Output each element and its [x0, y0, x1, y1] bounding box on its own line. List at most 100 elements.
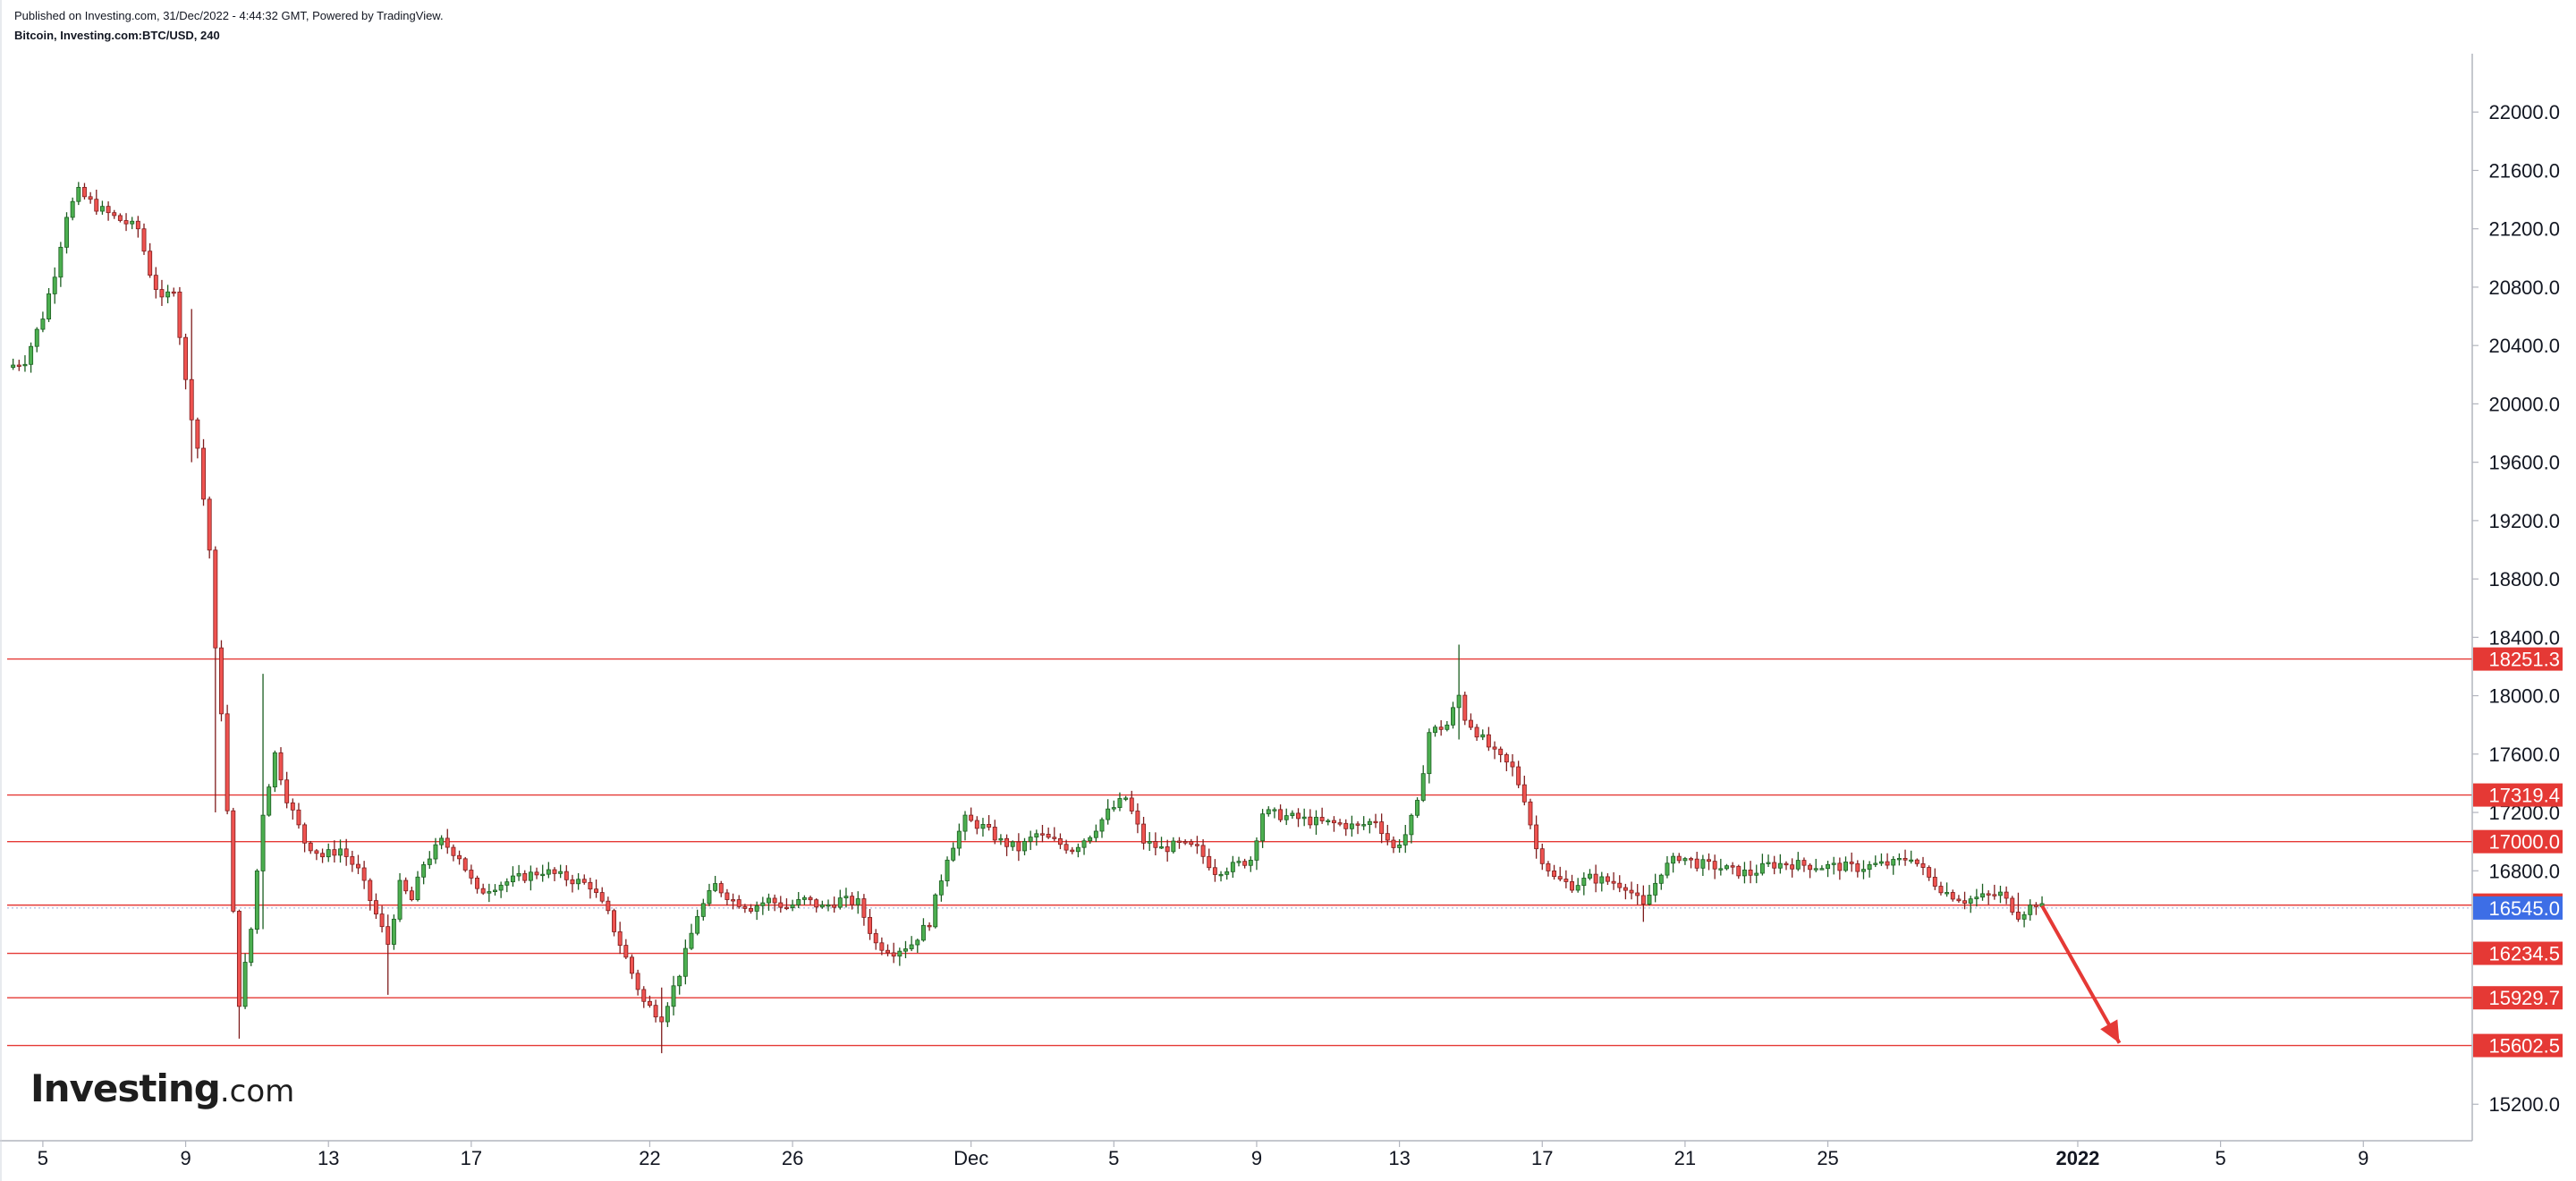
candle-body	[1867, 863, 1872, 871]
candle-body	[1486, 734, 1491, 748]
bear-candle	[635, 969, 640, 996]
candle-body	[1516, 766, 1521, 786]
candle-body	[772, 897, 777, 904]
price-tag-bg	[2473, 1033, 2563, 1058]
bull-candle	[47, 288, 52, 322]
bull-candle	[1445, 720, 1450, 732]
bull-candle	[1147, 832, 1152, 852]
candle-body	[1099, 819, 1105, 832]
bear-candle	[724, 888, 730, 906]
candle-body	[718, 883, 724, 894]
candle-body	[1040, 833, 1045, 836]
x-tick-label: 5	[2215, 1147, 2225, 1169]
bull-candle	[516, 864, 521, 881]
candle-body	[1826, 863, 1831, 870]
candle-body	[1016, 841, 1021, 852]
candle-body	[94, 199, 99, 212]
candle-body	[1736, 865, 1741, 877]
candle-body	[754, 905, 759, 912]
bull-candle	[22, 355, 28, 372]
candle-body	[52, 276, 57, 294]
bull-candle	[1795, 852, 1801, 871]
bear-candle	[552, 867, 557, 881]
bull-candle	[1284, 808, 1289, 826]
candle-body	[1784, 862, 1789, 866]
candle-body	[1022, 841, 1027, 852]
candle-body	[1004, 837, 1010, 847]
bear-candle	[135, 216, 140, 238]
candle-body	[861, 898, 867, 918]
bull-candle	[58, 242, 64, 287]
bull-candle	[1754, 864, 1759, 884]
candle-body	[1319, 817, 1325, 821]
bull-candle	[1314, 810, 1318, 835]
bear-candle	[784, 898, 789, 911]
bull-candle	[1945, 882, 1950, 897]
bear-candle	[891, 942, 896, 964]
bear-candle	[1468, 713, 1473, 731]
bear-candle	[564, 865, 569, 887]
candle-body	[653, 1005, 658, 1018]
candle-body	[1909, 859, 1914, 862]
candle-body	[1694, 858, 1699, 869]
candle-body	[951, 847, 956, 861]
candle-body	[1438, 726, 1444, 730]
bear-candle	[1992, 884, 1997, 900]
candle-body	[421, 864, 427, 878]
bear-candle	[1319, 807, 1325, 824]
bear-candle	[606, 896, 611, 914]
bull-candle	[1034, 829, 1039, 846]
bull-candle	[165, 285, 171, 303]
candle-body	[1337, 822, 1343, 825]
candle-body	[891, 952, 896, 957]
candle-body	[819, 905, 825, 908]
candle-body	[1260, 813, 1266, 842]
candle-body	[1177, 840, 1182, 843]
candle-body	[843, 896, 849, 899]
bull-candle	[1367, 818, 1372, 834]
candle-body	[1546, 862, 1551, 871]
bull-candle	[707, 883, 712, 906]
candle-body	[1451, 707, 1455, 726]
candle-body	[207, 498, 212, 551]
y-tick-label: 18400.0	[2488, 626, 2560, 649]
arrow-shaft	[2040, 905, 2122, 1044]
bull-candle	[99, 200, 105, 215]
bear-candle	[1135, 803, 1140, 834]
candle-body	[1956, 898, 1962, 902]
bear-candle	[1837, 857, 1843, 880]
bear-candle	[927, 922, 932, 931]
bear-candle	[2033, 902, 2038, 915]
bull-candle	[1433, 725, 1437, 737]
candle-body	[1314, 817, 1318, 826]
candle-body	[1962, 900, 1968, 904]
bull-candle	[510, 866, 515, 887]
bear-candle	[1730, 862, 1735, 875]
bull-candle	[1099, 817, 1105, 838]
bear-candle	[314, 848, 319, 861]
bull-candle	[665, 1002, 670, 1027]
bull-candle	[1819, 865, 1825, 871]
bull-candle	[1998, 885, 2003, 904]
candle-body	[980, 824, 986, 829]
bull-candle	[1741, 862, 1747, 884]
projection-arrow	[2040, 905, 2122, 1044]
bear-candle	[594, 879, 599, 898]
candle-body	[1182, 841, 1188, 844]
candle-body	[1367, 820, 1372, 825]
candle-body	[1480, 734, 1486, 738]
bear-candle	[886, 944, 890, 956]
bear-candle	[480, 883, 486, 896]
bear-candle	[1808, 862, 1813, 879]
bear-candle	[1676, 853, 1682, 864]
candle-body	[1938, 886, 1944, 894]
bear-candle	[1385, 824, 1390, 845]
bull-candle	[504, 878, 510, 893]
candle-body	[1813, 868, 1818, 871]
candle-body	[1754, 872, 1759, 876]
candle-body	[2021, 913, 2027, 920]
candle-body	[123, 220, 129, 225]
bull-candle	[897, 947, 902, 966]
candle-body	[1534, 824, 1539, 850]
